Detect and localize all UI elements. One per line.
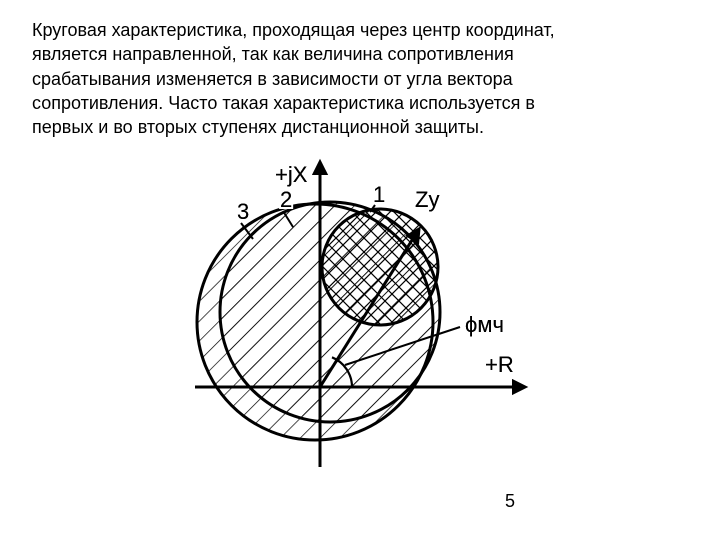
svg-text:Zy: Zy xyxy=(415,187,439,212)
svg-text:3: 3 xyxy=(237,199,249,224)
page-number: 5 xyxy=(505,491,515,512)
svg-text:2: 2 xyxy=(280,187,292,212)
impedance-diagram: +jX+jX+R+RZyZyϕмчϕмч112233 xyxy=(175,147,545,487)
svg-text:+R: +R xyxy=(485,352,514,377)
page: Круговая характеристика, проходящая чере… xyxy=(0,0,720,540)
figure-container: +jX+jX+R+RZyZyϕмчϕмч112233 xyxy=(32,147,688,487)
svg-text:+jX: +jX xyxy=(275,162,308,187)
body-paragraph: Круговая характеристика, проходящая чере… xyxy=(32,18,592,139)
svg-text:1: 1 xyxy=(373,182,385,207)
svg-text:ϕмч: ϕмч xyxy=(465,312,504,337)
